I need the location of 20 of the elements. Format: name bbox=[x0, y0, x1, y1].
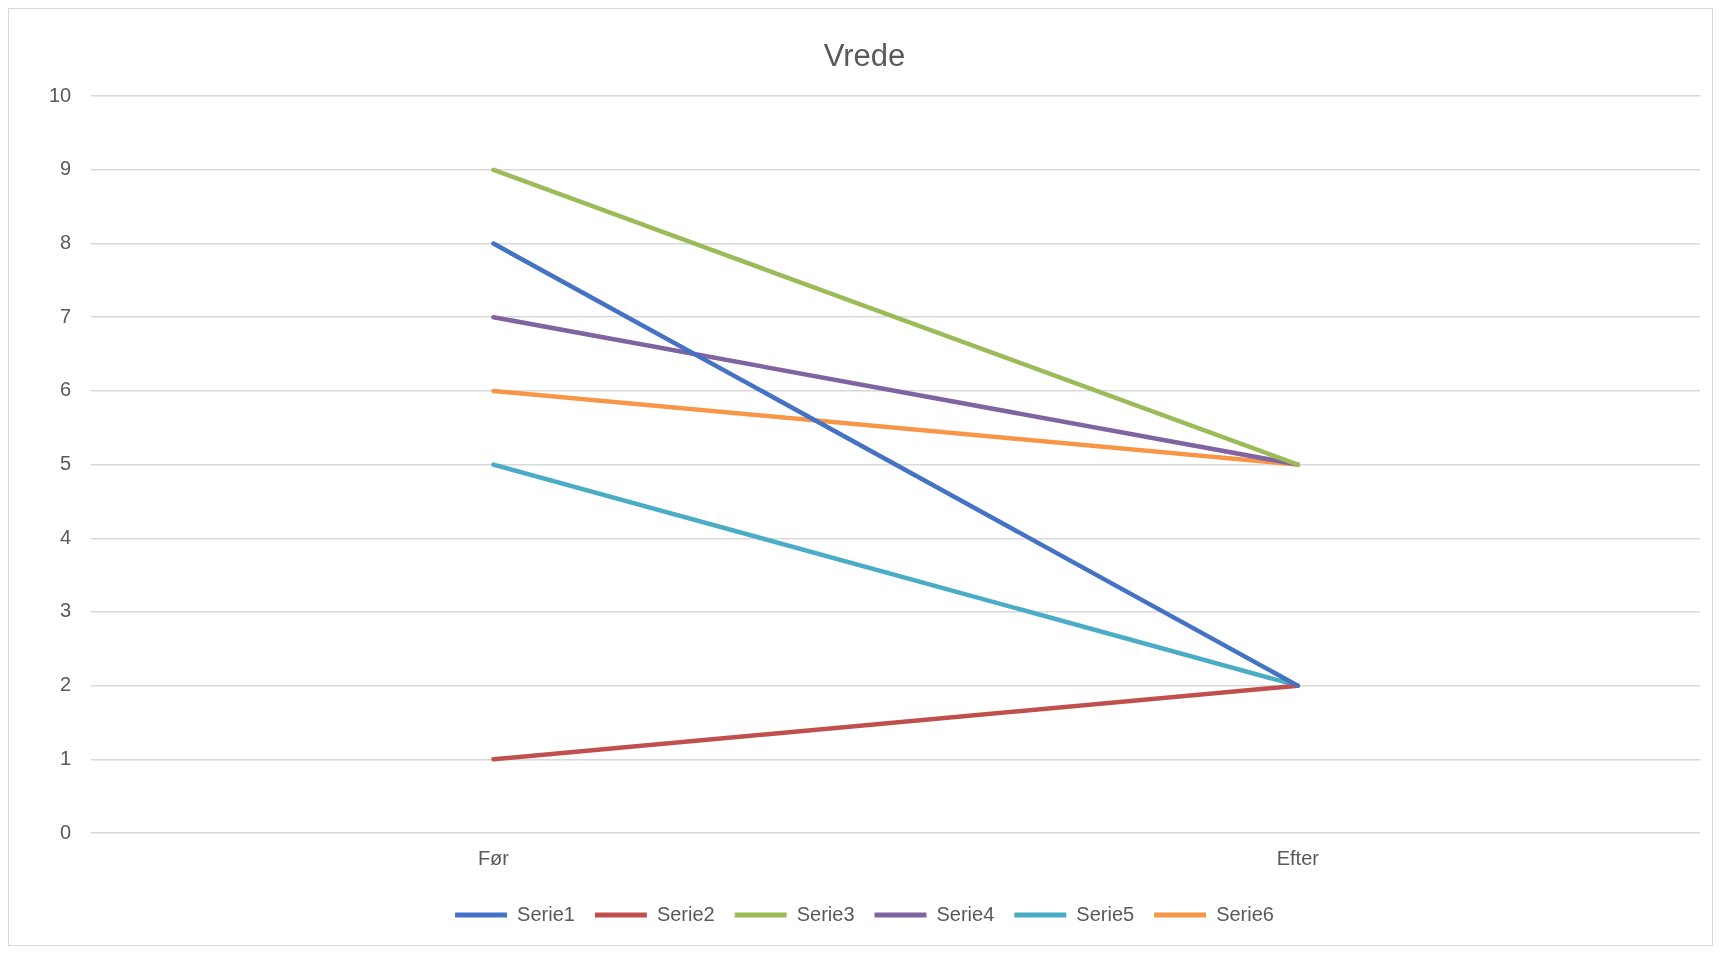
y-tick-label: 2 bbox=[60, 673, 72, 696]
y-tick-label: 8 bbox=[60, 231, 72, 254]
y-tick-label: 7 bbox=[60, 304, 72, 327]
legend-label: Serie1 bbox=[517, 902, 575, 925]
y-tick-label: 5 bbox=[60, 452, 72, 475]
y-tick-label: 1 bbox=[60, 746, 72, 769]
legend-label: Serie6 bbox=[1216, 902, 1274, 925]
y-tick-label: 4 bbox=[60, 525, 72, 548]
y-tick-label: 3 bbox=[60, 599, 72, 622]
y-tick-label: 6 bbox=[60, 378, 72, 401]
legend-label: Serie2 bbox=[656, 902, 715, 925]
x-tick-label: Efter bbox=[1276, 846, 1320, 869]
legend-label: Serie5 bbox=[1076, 902, 1135, 925]
chart-title: Vrede bbox=[823, 38, 906, 74]
y-tick-label: 10 bbox=[49, 83, 72, 106]
legend-label: Serie4 bbox=[936, 902, 995, 925]
x-tick-label: Før bbox=[477, 846, 510, 869]
y-tick-label: 0 bbox=[60, 820, 72, 843]
y-tick-label: 9 bbox=[60, 157, 72, 180]
legend-label: Serie3 bbox=[796, 902, 855, 925]
